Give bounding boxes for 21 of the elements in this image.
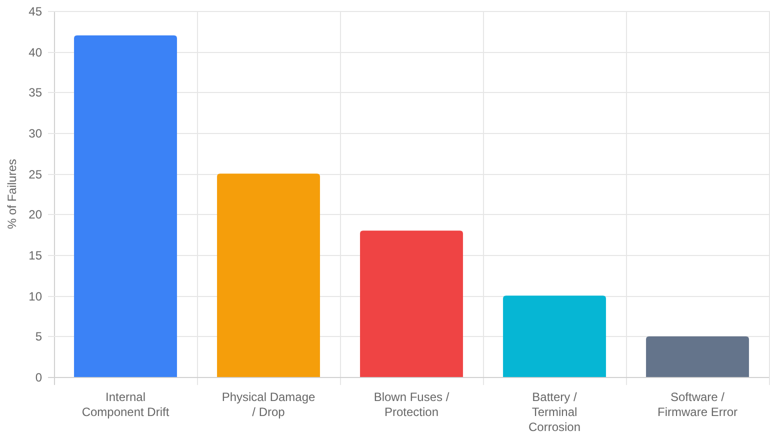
x-tick-label: Internal Component Drift [82, 390, 170, 419]
y-tick-label: 10 [28, 290, 42, 304]
y-axis-title: % of Failures [5, 158, 19, 230]
y-tick-label: 45 [28, 4, 42, 19]
x-tick-label: Software / Firmware Error [658, 390, 738, 419]
y-tick-label: 30 [28, 126, 42, 141]
y-tick-label: 5 [35, 330, 42, 344]
y-tick-label: 40 [28, 46, 42, 60]
bar [217, 174, 320, 377]
y-tick-label: 20 [28, 208, 42, 222]
y-tick-label: 0 [35, 370, 42, 385]
bar [74, 35, 177, 377]
y-tick-label: 35 [28, 86, 42, 100]
x-tick-label: Battery / Terminal Corrosion [528, 390, 581, 434]
bar [360, 230, 463, 377]
bar [646, 336, 749, 377]
x-tick-label: Blown Fuses / Protection [374, 390, 450, 419]
y-tick-label: 15 [28, 248, 42, 263]
y-tick-label: 25 [28, 168, 42, 182]
x-tick-label: Physical Damage / Drop [222, 390, 316, 419]
bar [503, 296, 606, 377]
